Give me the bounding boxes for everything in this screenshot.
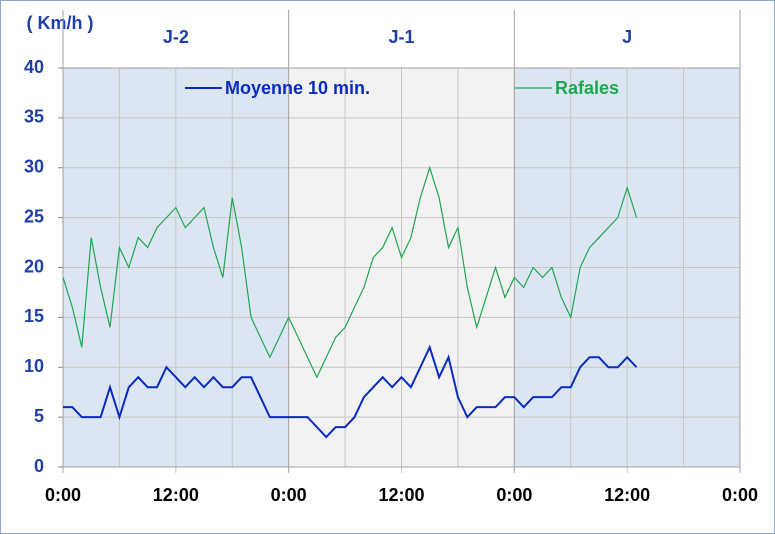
y-tick-label: 0	[34, 456, 44, 476]
x-tick-label: 0:00	[45, 485, 81, 505]
series-line	[62, 165, 638, 379]
y-tick-label: 30	[24, 157, 44, 177]
day-label: J-1	[388, 27, 414, 47]
y-tick-label: 10	[24, 356, 44, 376]
x-tick-label: 12:00	[153, 485, 199, 505]
x-tick-label: 12:00	[604, 485, 650, 505]
x-tick-label: 0:00	[496, 485, 532, 505]
y-tick-label: 20	[24, 256, 44, 276]
x-tick-label: 0:00	[722, 485, 758, 505]
y-tick-label: 5	[34, 406, 44, 426]
plot-border	[62, 67, 741, 468]
x-tick-label: 0:00	[271, 485, 307, 505]
y-tick-label: 25	[24, 206, 44, 226]
y-tick-label: 15	[24, 306, 44, 326]
day-label: J	[622, 27, 632, 47]
legend-label: Rafales	[555, 78, 619, 98]
y-unit-label: ( Km/h )	[27, 13, 94, 33]
series-line	[63, 344, 638, 439]
x-tick-label: 12:00	[378, 485, 424, 505]
y-tick-label: 40	[24, 57, 44, 77]
day-label: J-2	[163, 27, 189, 47]
y-tick-label: 35	[24, 107, 44, 127]
legend-label: Moyenne 10 min.	[225, 78, 370, 98]
